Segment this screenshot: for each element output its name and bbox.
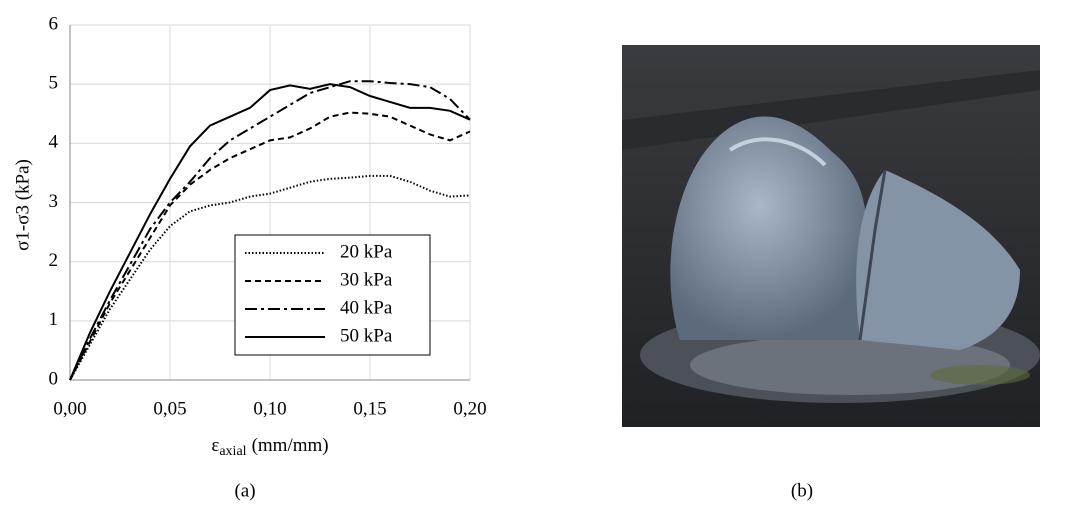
- x-tick-label: 0,05: [153, 398, 186, 419]
- x-axis-unit: (mm/mm): [252, 435, 329, 456]
- legend-label: 50 kPa: [340, 325, 393, 346]
- caption: (a): [234, 480, 255, 501]
- legend-label: 30 kPa: [340, 269, 393, 290]
- x-axis-symbol: ε: [211, 435, 219, 456]
- legend-label: 20 kPa: [340, 241, 393, 262]
- x-tick-label: 0,15: [353, 398, 386, 419]
- photo: [622, 45, 1040, 427]
- legend-box: [234, 234, 431, 356]
- series-line: [69, 111, 471, 381]
- x-axis-title: εaxial (mm/mm): [211, 435, 328, 459]
- series-line: [69, 174, 471, 381]
- x-tick-label: 0,20: [453, 398, 486, 419]
- x-tick-label: 0,00: [53, 398, 86, 419]
- x-axis-subscript: axial: [219, 444, 246, 459]
- x-tick-label: 0,10: [253, 398, 286, 419]
- caption: (b): [791, 480, 813, 501]
- y-tick-label: 6: [49, 13, 59, 34]
- y-tick-label: 1: [49, 309, 59, 330]
- series-line: [69, 80, 471, 381]
- y-tick-label: 2: [49, 250, 59, 271]
- legend-label: 40 kPa: [340, 297, 393, 318]
- y-axis-title: σ1-σ3 (kPa): [12, 159, 33, 251]
- series-line: [69, 83, 471, 381]
- y-tick-label: 5: [49, 73, 59, 94]
- y-tick-label: 4: [49, 132, 59, 153]
- y-tick-label: 3: [49, 191, 59, 212]
- y-tick-label: 0: [49, 368, 59, 389]
